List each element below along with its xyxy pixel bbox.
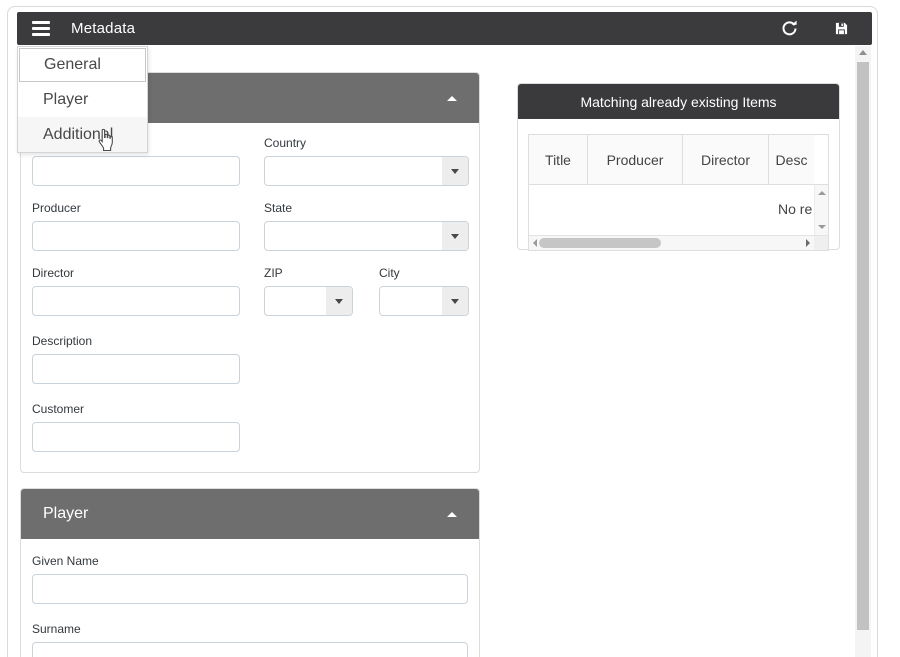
customer-input[interactable] (32, 422, 240, 452)
given-name-field-label: Given Name (32, 554, 99, 568)
chevron-down-icon (451, 168, 459, 174)
zip-dropdown-button[interactable] (326, 287, 352, 315)
matching-items-grid: Title Producer Director Desc No re (528, 134, 829, 251)
chevron-down-icon (451, 233, 459, 239)
scroll-up-icon[interactable] (859, 50, 867, 55)
country-dropdown-value (265, 157, 442, 185)
state-dropdown-value (265, 222, 442, 250)
general-section-body: Country Producer State (21, 123, 479, 452)
matching-items-panel: Matching already existing Items Title Pr… (517, 83, 840, 251)
grid-body: No re (529, 185, 814, 235)
navigation-dropdown-menu: General Player Additional (17, 46, 148, 153)
menu-item-label: Player (43, 90, 89, 108)
column-header-director[interactable]: Director (683, 135, 769, 184)
scroll-up-icon[interactable] (817, 191, 826, 195)
producer-input[interactable] (32, 221, 240, 251)
state-dropdown[interactable] (264, 221, 469, 251)
city-dropdown[interactable] (379, 286, 469, 316)
refresh-icon[interactable] (780, 20, 798, 38)
grid-vertical-scrollbar[interactable] (814, 135, 828, 235)
menu-item-label: Additional (43, 125, 114, 143)
player-section-header[interactable]: Player (21, 489, 479, 539)
country-dropdown[interactable] (264, 156, 469, 186)
director-field-label: Director (32, 266, 75, 280)
column-header-description[interactable]: Desc (775, 151, 808, 168)
given-name-input[interactable] (32, 574, 468, 604)
top-bar: Metadata (17, 12, 872, 45)
no-records-message: No re (778, 201, 813, 217)
menu-item-general[interactable]: General (19, 48, 146, 82)
zip-dropdown[interactable] (264, 286, 353, 316)
scroll-right-icon[interactable] (806, 239, 810, 247)
title-input[interactable] (32, 156, 240, 186)
country-field-label: Country (264, 136, 307, 150)
menu-item-player[interactable]: Player (18, 82, 147, 117)
horizontal-scroll-thumb[interactable] (539, 238, 661, 248)
surname-input[interactable] (32, 642, 468, 657)
description-input[interactable] (32, 354, 240, 384)
chevron-down-icon (335, 298, 343, 304)
grid-horizontal-scrollbar[interactable] (529, 235, 828, 250)
producer-field-label: Producer (32, 201, 81, 215)
player-section-title: Player (43, 505, 89, 522)
scroll-down-icon[interactable] (817, 225, 826, 229)
zip-dropdown-value (265, 287, 326, 315)
scrollbar-corner (814, 236, 828, 250)
city-dropdown-value (380, 287, 442, 315)
scroll-left-icon[interactable] (533, 239, 537, 247)
director-input[interactable] (32, 286, 240, 316)
page-scroll-thumb[interactable] (857, 62, 869, 630)
customer-field-label: Customer (32, 402, 85, 416)
city-dropdown-button[interactable] (442, 287, 468, 315)
hamburger-menu-icon[interactable] (21, 12, 61, 45)
zip-field-label: ZIP (264, 266, 283, 280)
topbar-actions (780, 20, 850, 38)
country-dropdown-button[interactable] (442, 157, 468, 185)
state-field-label: State (264, 201, 293, 215)
column-header-producer[interactable]: Producer (588, 135, 683, 184)
chevron-down-icon (451, 298, 459, 304)
column-header-title[interactable]: Title (529, 135, 588, 184)
grid-header-row: Title Producer Director Desc (529, 135, 814, 185)
player-section-card: Player Given Name Surname (20, 488, 480, 657)
menu-item-label: General (44, 56, 101, 73)
collapse-up-icon[interactable] (447, 511, 457, 517)
save-icon[interactable] (832, 20, 850, 38)
description-field-label: Description (32, 334, 93, 348)
city-field-label: City (379, 266, 400, 280)
page-scrollbar[interactable] (855, 46, 871, 657)
app-title: Metadata (71, 20, 136, 37)
state-dropdown-button[interactable] (442, 222, 468, 250)
surname-field-label: Surname (32, 622, 81, 636)
matching-items-title: Matching already existing Items (580, 93, 777, 110)
matching-items-header: Matching already existing Items (518, 84, 839, 119)
menu-item-additional[interactable]: Additional (18, 117, 147, 152)
collapse-up-icon[interactable] (447, 95, 457, 101)
